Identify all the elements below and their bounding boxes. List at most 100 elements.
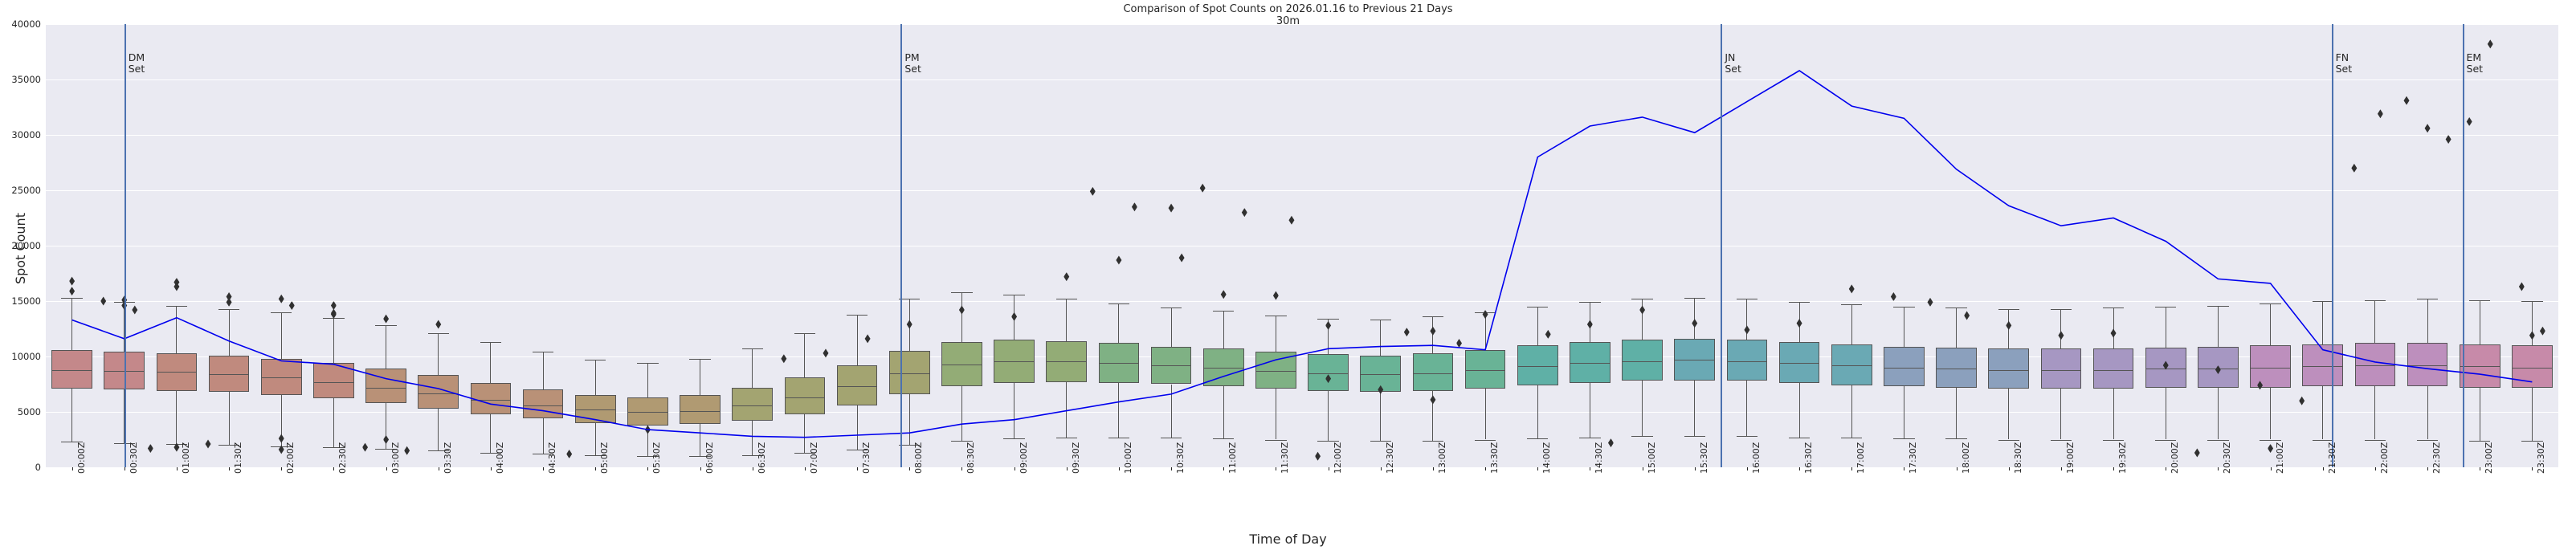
x-tick-label: 17:00Z bbox=[1855, 442, 1867, 474]
x-tick-label: 00:30Z bbox=[128, 442, 139, 474]
outlier-marker bbox=[1430, 395, 1436, 405]
median-line bbox=[365, 387, 406, 389]
whisker-cap bbox=[1684, 436, 1705, 438]
x-tick-mark bbox=[543, 467, 545, 470]
whisker-cap bbox=[427, 333, 449, 335]
whisker-upper bbox=[2374, 299, 2376, 344]
x-tick-mark bbox=[595, 467, 597, 470]
whisker-upper bbox=[2060, 308, 2062, 349]
box bbox=[836, 365, 878, 405]
outlier-marker bbox=[1199, 183, 1206, 193]
whisker-cap bbox=[1003, 438, 1025, 440]
whisker-cap bbox=[375, 448, 397, 450]
median-line bbox=[2250, 367, 2291, 369]
box bbox=[1570, 342, 1611, 384]
whisker-lower bbox=[1798, 383, 1800, 438]
outlier-marker bbox=[435, 320, 442, 329]
whisker-lower bbox=[176, 390, 178, 444]
median-line bbox=[1570, 363, 1611, 365]
outlier-marker bbox=[100, 296, 107, 306]
outlier-marker bbox=[1456, 338, 1462, 348]
grid-line bbox=[46, 412, 2558, 413]
box bbox=[2198, 346, 2239, 388]
box bbox=[2250, 345, 2291, 388]
x-tick-mark bbox=[2322, 467, 2324, 470]
event-vline bbox=[1721, 24, 1723, 467]
x-tick-mark bbox=[1799, 467, 1801, 470]
x-tick-mark bbox=[2060, 467, 2062, 470]
whisker-cap bbox=[1631, 436, 1653, 438]
outlier-marker bbox=[906, 320, 912, 329]
whisker-upper bbox=[594, 360, 596, 396]
whisker-upper bbox=[1746, 299, 1748, 340]
whisker-cap bbox=[637, 456, 659, 458]
median-line bbox=[2459, 366, 2500, 368]
x-tick-label: 06:30Z bbox=[756, 442, 767, 474]
x-tick-mark bbox=[2270, 467, 2272, 470]
median-line bbox=[1098, 363, 1140, 365]
whisker-cap bbox=[1841, 304, 1863, 306]
x-tick-mark bbox=[281, 467, 283, 470]
x-tick-mark bbox=[700, 467, 701, 470]
whisker-lower bbox=[856, 405, 858, 450]
whisker-lower bbox=[1694, 381, 1696, 437]
whisker-upper bbox=[542, 352, 544, 390]
x-tick-label: 14:00Z bbox=[1541, 442, 1553, 474]
median-line bbox=[1622, 360, 1663, 362]
x-tick-label: 19:00Z bbox=[2064, 442, 2076, 474]
outlier-marker bbox=[1545, 329, 1551, 339]
outlier-marker bbox=[278, 294, 284, 303]
x-tick-label: 06:00Z bbox=[704, 442, 715, 474]
x-axis-label: Time of Day bbox=[1249, 532, 1327, 547]
whisker-upper bbox=[1066, 299, 1068, 341]
whisker-upper bbox=[1380, 320, 1382, 356]
y-tick-label: 35000 bbox=[11, 74, 41, 85]
whisker-cap bbox=[1893, 306, 1915, 308]
x-tick-label: 14:30Z bbox=[1594, 442, 1605, 474]
box bbox=[51, 349, 92, 389]
whisker-lower bbox=[333, 398, 334, 448]
median-line bbox=[522, 405, 564, 406]
x-tick-label: 05:00Z bbox=[599, 442, 610, 474]
x-tick-mark bbox=[857, 467, 859, 470]
whisker-lower bbox=[908, 393, 910, 446]
whisker-upper bbox=[333, 317, 334, 364]
outlier-marker bbox=[1315, 451, 1321, 461]
median-line bbox=[260, 377, 302, 379]
outlier-marker bbox=[174, 282, 180, 291]
outlier-marker bbox=[1011, 312, 1018, 321]
x-tick-mark bbox=[1014, 467, 1015, 470]
x-tick-label: 04:00Z bbox=[494, 442, 505, 474]
outlier-marker bbox=[2194, 448, 2200, 458]
box bbox=[418, 375, 459, 409]
outlier-marker bbox=[2257, 381, 2264, 390]
whisker-cap bbox=[2207, 305, 2229, 307]
whisker-upper bbox=[2113, 308, 2114, 349]
whisker-cap bbox=[951, 440, 973, 442]
whisker-upper bbox=[2270, 303, 2272, 346]
whisker-cap bbox=[1422, 440, 1444, 442]
median-line bbox=[784, 397, 826, 399]
whisker-cap bbox=[1527, 438, 1549, 440]
outlier-marker bbox=[2351, 163, 2358, 173]
whisker-cap bbox=[741, 454, 763, 456]
whisker-cap bbox=[323, 447, 345, 449]
whisker-cap bbox=[689, 456, 711, 458]
x-tick-label: 12:00Z bbox=[1332, 442, 1343, 474]
grid-line bbox=[46, 24, 2558, 25]
x-tick-mark bbox=[1171, 467, 1173, 470]
whisker-cap bbox=[2260, 439, 2281, 441]
whisker-lower bbox=[2427, 386, 2428, 440]
x-tick-label: 09:30Z bbox=[1070, 442, 1081, 474]
whisker-cap bbox=[1736, 436, 1758, 438]
median-line bbox=[470, 399, 512, 401]
x-tick-mark bbox=[2532, 467, 2533, 470]
outlier-marker bbox=[330, 310, 337, 320]
whisker-upper bbox=[1223, 311, 1224, 349]
median-line bbox=[574, 409, 616, 411]
whisker-cap bbox=[218, 445, 240, 446]
whisker-cap bbox=[375, 325, 397, 327]
box bbox=[1255, 352, 1296, 389]
whisker-upper bbox=[961, 291, 962, 343]
